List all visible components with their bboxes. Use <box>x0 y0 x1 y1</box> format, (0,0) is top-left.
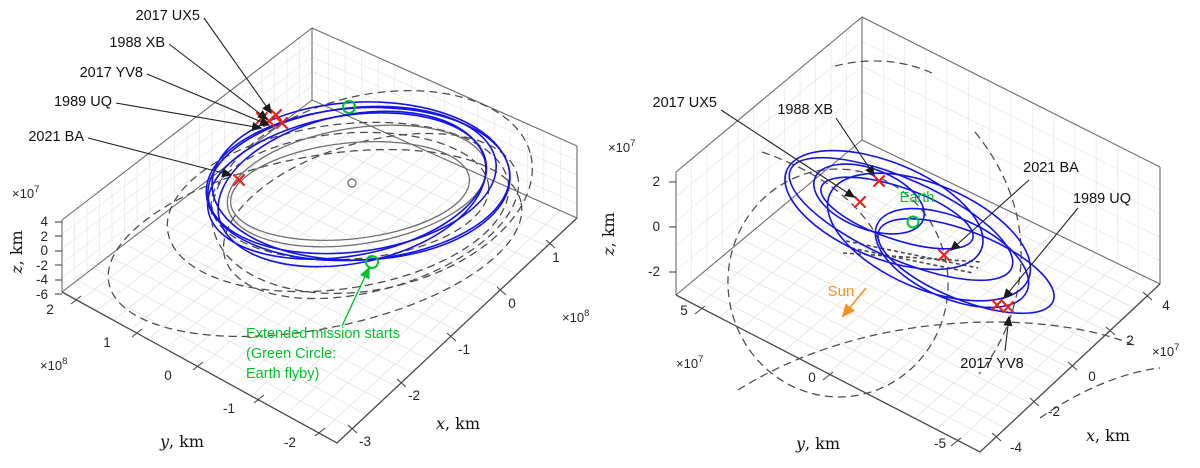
left-z-exponent: ×107 <box>12 184 39 201</box>
svg-text:0: 0 <box>808 370 816 385</box>
left-x-axis-label: x, km <box>436 414 480 433</box>
sun-center-marker <box>347 178 357 188</box>
right-callout-2017-ux5: 2017 UX5 <box>653 95 718 111</box>
right-z-axis-label: z, km <box>599 212 618 256</box>
left-callout-2017-ux5: 2017 UX5 <box>136 8 201 24</box>
extended-mission-arrow <box>341 266 370 327</box>
svg-text:1: 1 <box>103 335 111 350</box>
left-x-exponent: ×108 <box>562 308 589 325</box>
left-callout-arrows <box>87 17 272 178</box>
right-y-axis-label: y, km <box>795 434 840 453</box>
right-z-exponent: ×107 <box>608 138 635 155</box>
left-callout-1989-uq: 1989 UQ <box>54 94 112 110</box>
svg-text:-4: -4 <box>1010 440 1022 455</box>
svg-text:-3: -3 <box>359 434 371 449</box>
svg-text:Extended mission starts: Extended mission starts <box>246 326 400 342</box>
svg-text:0: 0 <box>164 368 172 383</box>
right-y-tick-labels: 5 0 -5 <box>680 303 946 451</box>
right-plot: 2017 UX5 1988 XB 2021 BA 1989 UQ 2017 YV… <box>599 16 1179 455</box>
svg-text:1: 1 <box>552 250 560 265</box>
right-z-ticks <box>669 181 676 273</box>
svg-text:0: 0 <box>508 296 516 311</box>
right-x-exponent: ×107 <box>1152 342 1179 359</box>
sun-label: Sun <box>828 283 855 300</box>
left-z-tick-labels: 4 2 0 -2 -4 -6 <box>36 214 49 302</box>
earth-flyby-marker-top <box>342 100 356 114</box>
earth-flyby-marker-bottom <box>365 255 379 269</box>
left-callout-2017-yv8: 2017 YV8 <box>80 65 143 81</box>
left-z-ticks <box>55 221 62 295</box>
svg-text:Earth flyby): Earth flyby) <box>246 366 319 382</box>
left-z-axis-label: z, km <box>7 230 26 274</box>
left-asteroid-orbits <box>107 89 533 338</box>
svg-text:4: 4 <box>40 214 48 229</box>
sun-direction-arrow <box>841 287 867 318</box>
left-y-tick-labels: 2 1 0 -1 -2 <box>46 302 296 450</box>
left-x-tick-labels: -3 -2 -1 0 1 <box>359 250 560 449</box>
svg-text:(Green Circle:: (Green Circle: <box>246 346 336 362</box>
right-x-tick-labels: -4 -2 0 2 4 <box>1010 298 1170 455</box>
svg-text:2: 2 <box>652 174 660 189</box>
left-y-ticks <box>70 295 326 437</box>
svg-text:0: 0 <box>40 243 48 258</box>
right-y-exponent: ×107 <box>676 354 703 371</box>
svg-text:-1: -1 <box>223 401 235 416</box>
left-callout-2021-ba: 2021 BA <box>28 129 84 145</box>
svg-text:0: 0 <box>652 219 660 234</box>
svg-text:-2: -2 <box>36 258 48 273</box>
svg-text:2: 2 <box>1126 333 1134 348</box>
svg-text:-2: -2 <box>284 435 296 450</box>
right-x-ticks <box>991 291 1153 442</box>
left-plot: 2017 UX5 1988 XB 2017 YV8 1989 UQ 2021 B… <box>7 8 589 451</box>
svg-text:-1: -1 <box>458 342 470 357</box>
left-y-exponent: ×108 <box>40 356 67 373</box>
extended-mission-annotation: Extended mission starts (Green Circle: E… <box>246 326 400 382</box>
right-z-tick-labels: 2 0 -2 <box>648 174 660 279</box>
left-axes-box <box>55 27 578 444</box>
right-spacecraft-trajectory <box>784 149 1055 315</box>
right-callout-arrows <box>720 109 1079 352</box>
svg-text:-2: -2 <box>648 264 660 279</box>
right-y-ticks <box>694 305 962 447</box>
svg-text:-2: -2 <box>408 388 420 403</box>
svg-text:-2: -2 <box>1048 404 1060 419</box>
svg-text:2: 2 <box>40 229 48 244</box>
right-x-axis-label: x, km <box>1086 426 1130 445</box>
right-flyby-x-markers <box>853 174 1015 314</box>
earth-label: Earth <box>900 190 935 206</box>
left-y-axis-label: y, km <box>159 432 204 451</box>
left-spacecraft-trajectory <box>205 101 511 268</box>
right-callout-2021-ba: 2021 BA <box>1023 160 1079 176</box>
earth-marker <box>906 215 920 229</box>
svg-text:-4: -4 <box>36 272 48 287</box>
right-right-wall-grid <box>861 27 1161 274</box>
left-x-ticks <box>347 239 556 434</box>
left-callout-1988-xb: 1988 XB <box>109 35 165 51</box>
right-back-wall-grid <box>675 29 863 283</box>
left-floor-grid <box>77 107 563 434</box>
right-callout-1988-xb: 1988 XB <box>777 102 833 118</box>
svg-text:4: 4 <box>1162 298 1170 313</box>
svg-text:-5: -5 <box>934 436 946 451</box>
right-callout-1989-uq: 1989 UQ <box>1073 191 1131 207</box>
svg-text:0: 0 <box>1088 369 1096 384</box>
right-callout-2017-yv8: 2017 YV8 <box>960 356 1023 372</box>
svg-text:-6: -6 <box>36 287 48 302</box>
svg-text:2: 2 <box>46 302 54 317</box>
svg-text:5: 5 <box>680 303 688 318</box>
